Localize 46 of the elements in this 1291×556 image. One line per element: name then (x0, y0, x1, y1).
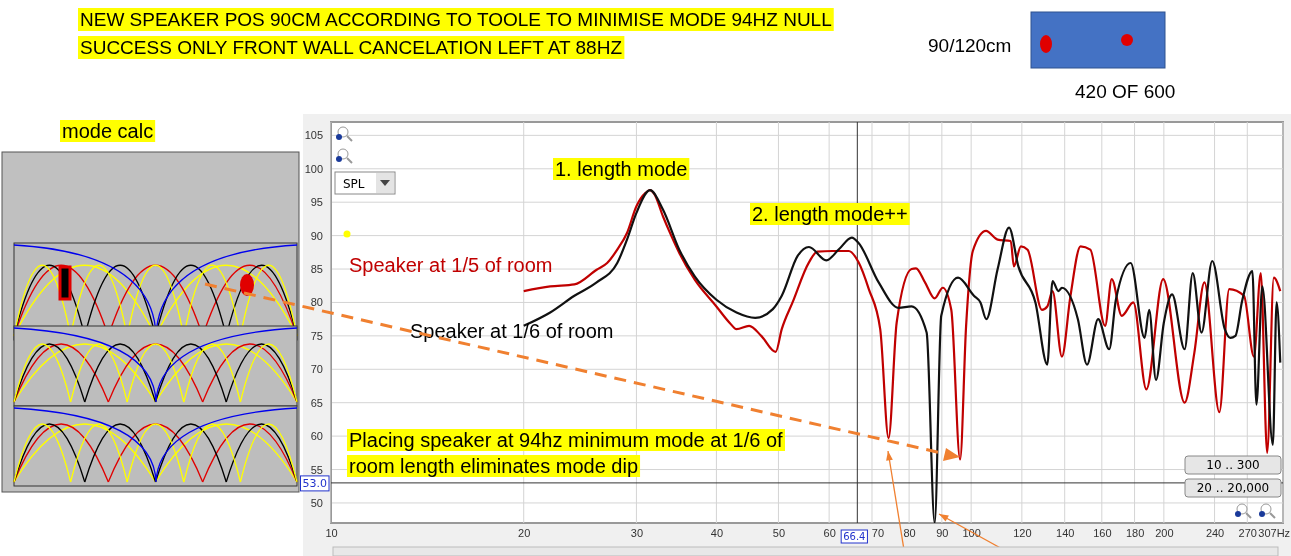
chart-title: NEW SPEAKER POS 90CM ACCORDING TO TOOLE TO MINIMISE MODE 94HZ NULL SUCCESS ONLY FRONT WALL CANCELATION LEFT AT 88HZ (80, 9, 832, 58)
dropdown: SPL (334, 171, 396, 195)
y-tick-label: 65 (310, 396, 323, 409)
y-tick-label: 85 (310, 263, 323, 276)
y-tick-label: 90 (310, 229, 323, 242)
x-tick-label: 10 (325, 526, 338, 539)
text: 90/120cm (928, 35, 1012, 56)
x-tick-label: 20 (518, 526, 531, 539)
button: 10 .. 300 (1184, 455, 1282, 475)
x-tick-label: 160 (1093, 526, 1112, 539)
series-label: Speaker at 1/6 of room (410, 320, 614, 342)
y-tick-label: 95 (310, 196, 323, 209)
text: mode calc (62, 120, 154, 142)
x-tick-label: 50 (772, 526, 786, 539)
annotation: 1. length mode (555, 158, 688, 180)
y-tick-label: 100 (304, 162, 323, 175)
annotation: Placing speaker at 94hz minimum mode at 1/6 of room length eliminates mode dip (349, 429, 783, 477)
x-tick-label: 270 (1238, 526, 1257, 539)
y-tick-label: 50 (310, 496, 323, 509)
x-tick-label: 90 (936, 526, 949, 539)
annotation: 20 .. 20,000 (1196, 481, 1270, 495)
series-label: Speaker at 1/5 of room (349, 254, 553, 276)
x-tick-label: 70 (871, 526, 885, 539)
x-tick-label: 200 (1155, 526, 1174, 539)
annotation: SPL (343, 177, 365, 191)
y-tick-label: 60 (310, 430, 323, 443)
text: 420 OF 600 (1075, 81, 1176, 102)
y-tick-label: 80 (310, 296, 323, 309)
y-tick-label: 75 (310, 329, 323, 342)
y-tick-label: 55 (310, 463, 323, 476)
x-tick-label: 240 (1205, 526, 1225, 539)
x-tick-label: 80 (903, 526, 916, 539)
x-tick-label: 30 (630, 526, 644, 539)
x-tick-label: 60 (823, 526, 836, 539)
y-tick-label: 105 (304, 129, 323, 142)
ref-line-label: 53.0 (302, 476, 327, 490)
ref-line-label: 66.4 (843, 531, 866, 542)
x-tick-label: 140 (1056, 526, 1075, 539)
x-tick-label: 180 (1125, 526, 1145, 539)
y-tick-label: 70 (310, 363, 323, 376)
x-tick-label: 120 (1013, 526, 1032, 539)
annotation: 10 .. 300 (1206, 458, 1260, 472)
x-tick-label: 40 (710, 526, 724, 539)
annotation: 2. length mode++ (752, 203, 908, 225)
button: 20 .. 20,000 (1184, 478, 1282, 498)
x-tick-label: 307Hz (1258, 526, 1291, 539)
